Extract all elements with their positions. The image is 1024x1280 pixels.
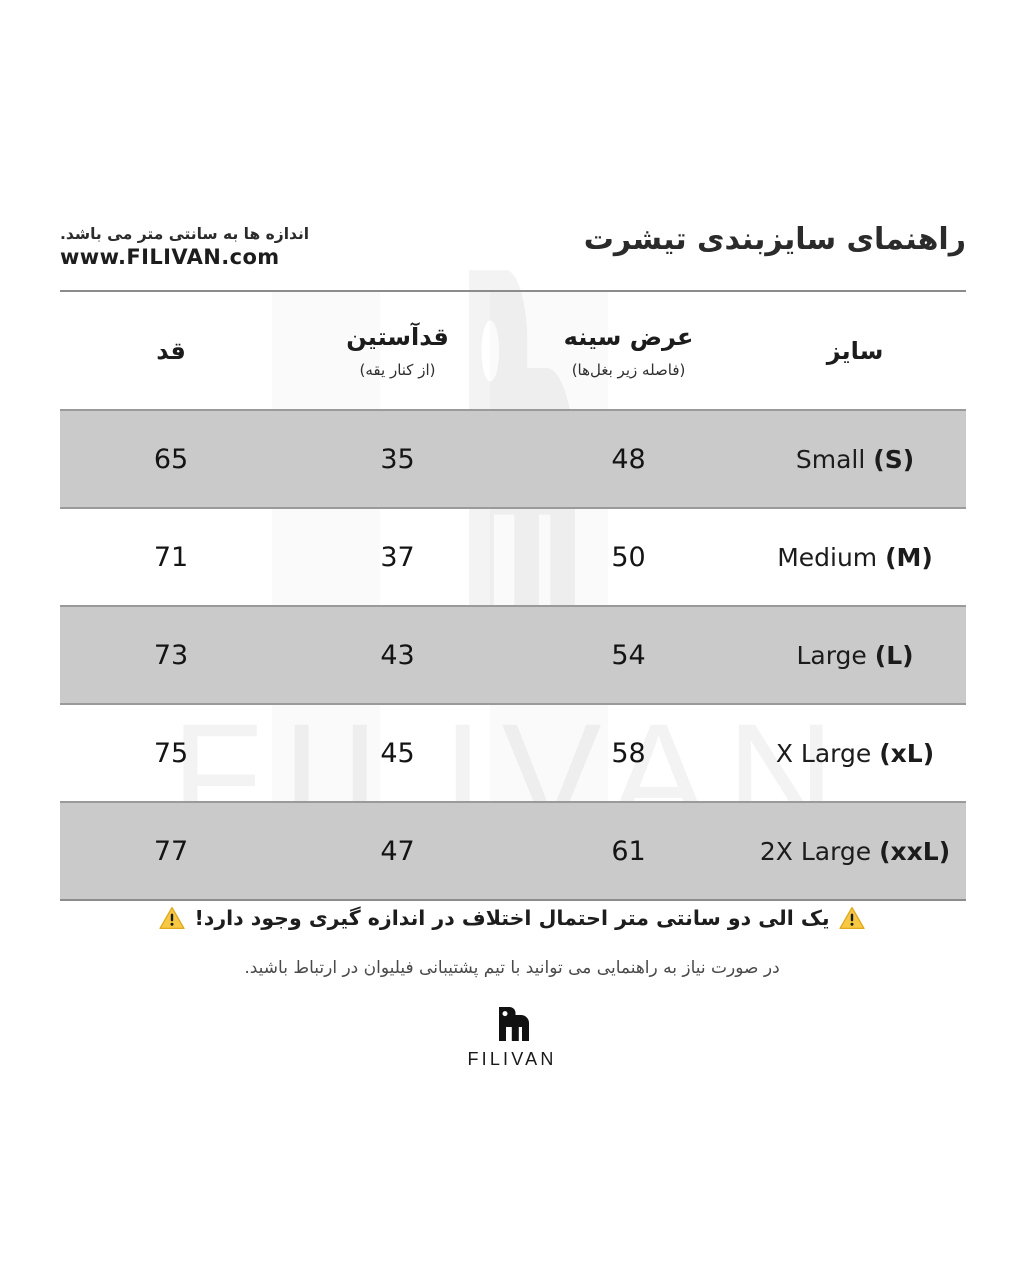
watermark-logo-icon bbox=[469, 270, 575, 686]
size-abbr: (M) bbox=[885, 542, 933, 572]
column-header-sleeve-sub: (از کنار یقه) bbox=[359, 361, 436, 379]
cell-length: 77 bbox=[153, 835, 189, 867]
column-header-size: سایز bbox=[744, 292, 966, 410]
cell-size: 2X Large (xxL) bbox=[744, 802, 966, 900]
cell-sleeve: 45 bbox=[380, 737, 415, 769]
cell-length: 65 bbox=[153, 443, 189, 475]
size-name: 2X Large bbox=[759, 836, 872, 866]
table-row: Medium (M) 50 37 71 bbox=[60, 508, 966, 606]
table-row: X Large (xL) 58 45 75 bbox=[60, 704, 966, 802]
header-note: اندازه ها به سانتی متر می باشد. www.FILI… bbox=[60, 224, 309, 270]
cell-size: Medium (M) bbox=[744, 508, 966, 606]
cell-sleeve: 47 bbox=[380, 835, 415, 867]
table-row: Large (L) 54 43 73 bbox=[60, 606, 966, 704]
cell-sleeve: 35 bbox=[380, 443, 415, 475]
column-header-chest-label: عرض سینه bbox=[563, 323, 694, 351]
column-header-size-label: سایز bbox=[826, 336, 884, 365]
filivan-elephant-logo-icon bbox=[499, 1007, 529, 1041]
cell-chest: 61 bbox=[611, 835, 646, 867]
cell-size: Small (S) bbox=[744, 410, 966, 508]
cell-chest: 50 bbox=[611, 541, 646, 573]
table-header-row: سایز عرض سینه (فاصله زیر بغل‌ها) قدآستین… bbox=[60, 292, 966, 410]
size-abbr: (L) bbox=[874, 640, 914, 670]
units-note: اندازه ها به سانتی متر می باشد. bbox=[60, 225, 310, 243]
brand-wordmark: FILIVAN bbox=[467, 1049, 557, 1069]
support-text: در صورت نیاز به راهنمایی می توانید با تی… bbox=[244, 958, 780, 978]
column-header-length: قد bbox=[60, 292, 282, 410]
cell-length: 73 bbox=[153, 639, 189, 671]
column-header-sleeve: قدآستین (از کنار یقه) bbox=[282, 292, 513, 410]
warning-text: یک الی دو سانتی متر احتمال اختلاف در اند… bbox=[194, 905, 830, 930]
page-header: راهنمای سایزبندی تیشرت اندازه ها به سانت… bbox=[60, 222, 967, 290]
cell-chest: 48 bbox=[611, 443, 646, 475]
cell-sleeve: 43 bbox=[380, 639, 415, 671]
brand-footer: FILIVAN bbox=[0, 1006, 1024, 1070]
cell-length: 75 bbox=[153, 737, 189, 769]
cell-sleeve: 37 bbox=[380, 541, 415, 573]
cell-size: Large (L) bbox=[744, 606, 966, 704]
cell-size: X Large (xL) bbox=[744, 704, 966, 802]
size-abbr: (xL) bbox=[879, 738, 935, 768]
column-header-length-label: قد bbox=[156, 336, 186, 365]
size-abbr: (S) bbox=[873, 444, 915, 474]
size-name: Medium bbox=[777, 542, 878, 572]
column-header-sleeve-label: قدآستین bbox=[346, 323, 449, 351]
header-divider bbox=[60, 290, 966, 292]
size-name: Large bbox=[796, 640, 867, 670]
size-name: Small bbox=[795, 444, 866, 474]
column-header-chest: عرض سینه (فاصله زیر بغل‌ها) bbox=[513, 292, 744, 410]
cell-chest: 58 bbox=[611, 737, 646, 769]
warning-triangle-icon bbox=[159, 906, 186, 930]
size-abbr: (xxL) bbox=[879, 836, 951, 866]
measurement-warning: یک الی دو سانتی متر احتمال اختلاف در اند… bbox=[0, 906, 1024, 930]
column-header-chest-sub: (فاصله زیر بغل‌ها) bbox=[571, 361, 686, 379]
site-url: www.FILIVAN.com bbox=[60, 244, 280, 269]
table-row: Small (S) 48 35 65 bbox=[60, 410, 966, 508]
cell-chest: 54 bbox=[611, 639, 646, 671]
page-title: راهنمای سایزبندی تیشرت bbox=[583, 222, 967, 257]
warning-triangle-icon bbox=[838, 906, 865, 930]
table-row: 2X Large (xxL) 61 47 77 bbox=[60, 802, 966, 900]
watermark-wordmark: FILIVAN bbox=[0, 690, 1024, 863]
size-chart-table: سایز عرض سینه (فاصله زیر بغل‌ها) قدآستین… bbox=[60, 292, 966, 901]
cell-length: 71 bbox=[153, 541, 189, 573]
size-name: X Large bbox=[775, 738, 872, 768]
